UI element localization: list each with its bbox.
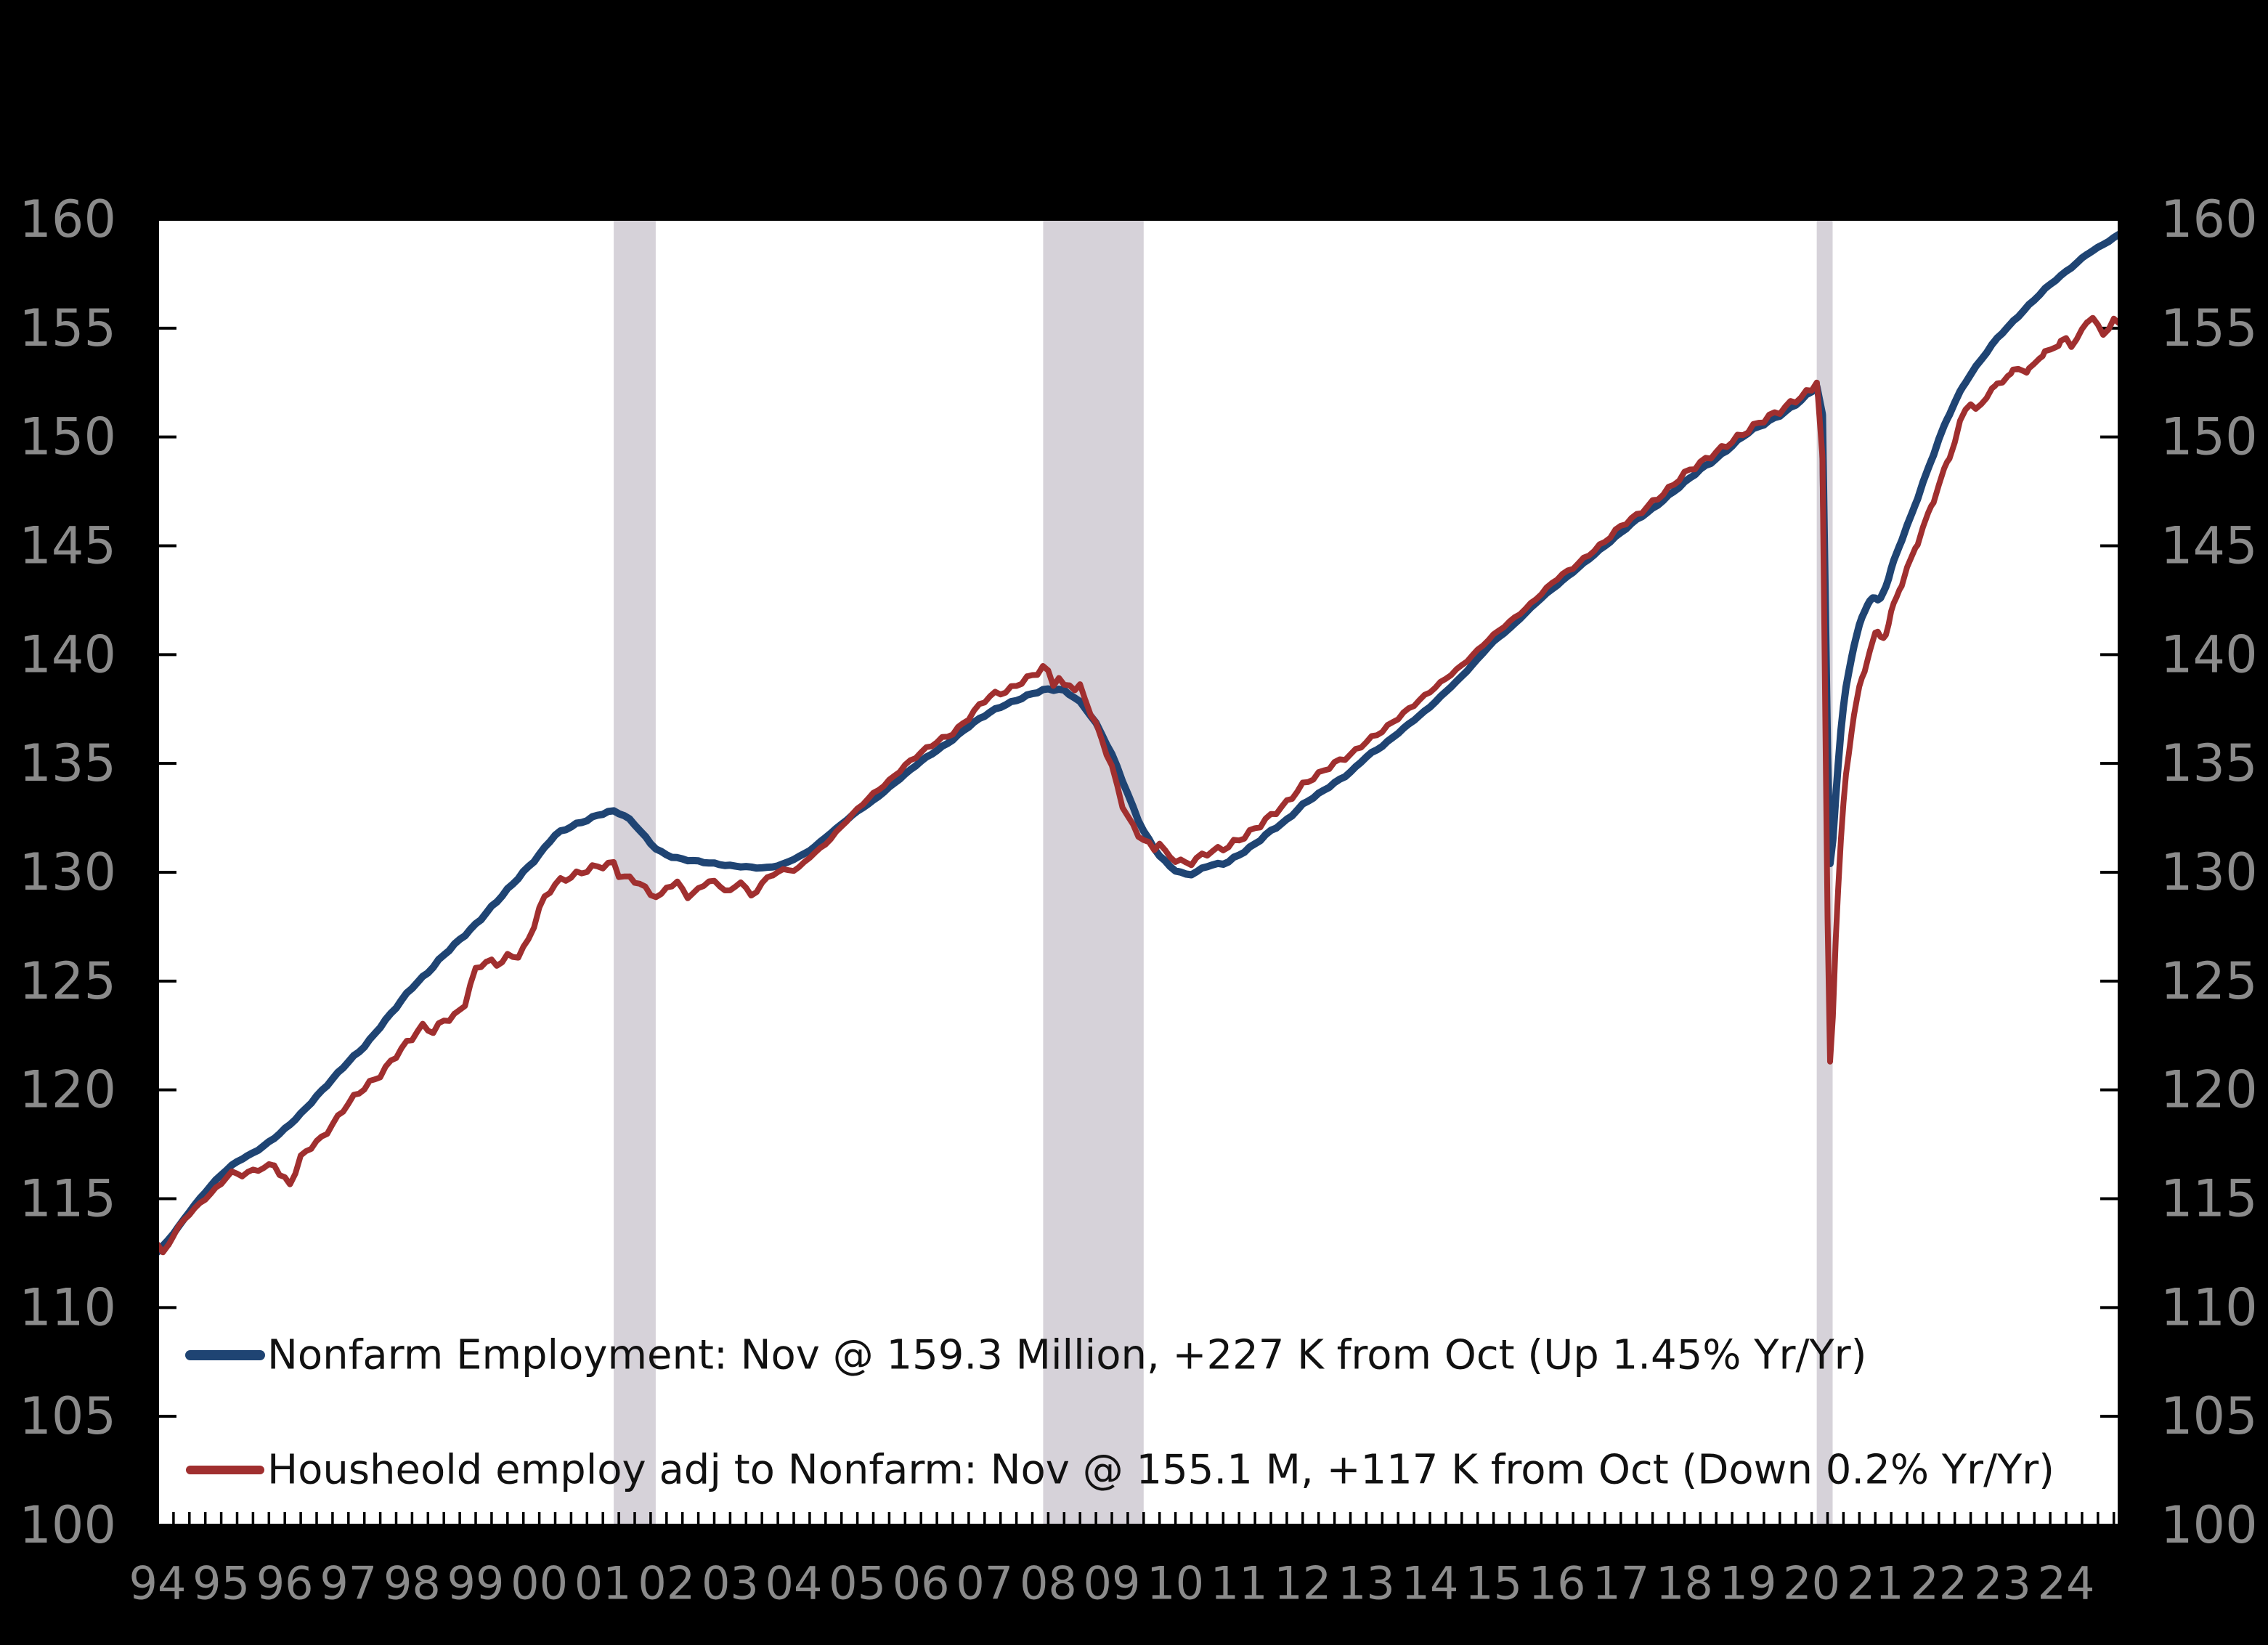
y-axis-label-left: 120 bbox=[19, 1060, 116, 1120]
x-axis-label: 99 bbox=[447, 1557, 505, 1610]
plot-border bbox=[156, 218, 2121, 1527]
x-axis-label: 98 bbox=[383, 1557, 441, 1610]
household-employment-line bbox=[158, 314, 2119, 1256]
y-axis-label-left: 110 bbox=[19, 1278, 116, 1337]
y-axis-label-right: 135 bbox=[2161, 734, 2258, 793]
x-axis-minor-ticks bbox=[172, 1512, 2115, 1525]
y-axis-label-left: 145 bbox=[19, 516, 116, 576]
x-axis-label: 16 bbox=[1529, 1557, 1586, 1610]
x-axis-label: 94 bbox=[129, 1557, 187, 1610]
y-axis-labels-left: 100 105 110 115 120 125 130 135 140 145 150 155 160 bbox=[19, 190, 116, 1555]
x-axis-label: 22 bbox=[1910, 1557, 1967, 1610]
nonfarm-employment-line bbox=[158, 230, 2119, 1256]
x-axis-label: 13 bbox=[1338, 1557, 1395, 1610]
y-axis-label-right: 130 bbox=[2161, 842, 2258, 902]
y-axis-label-left: 155 bbox=[19, 298, 116, 358]
x-axis-label: 03 bbox=[702, 1557, 759, 1610]
y-axis-label-right: 110 bbox=[2161, 1278, 2258, 1337]
y-axis-label-right: 105 bbox=[2161, 1386, 2258, 1446]
y-axis-label-left: 130 bbox=[19, 842, 116, 902]
y-axis-label-right: 120 bbox=[2161, 1060, 2258, 1120]
recession-band bbox=[1043, 219, 1144, 1525]
y-axis-label-right: 155 bbox=[2161, 298, 2258, 358]
x-axis-label: 07 bbox=[956, 1557, 1013, 1610]
y-axis-label-left: 135 bbox=[19, 734, 116, 793]
legend: Nonfarm Employment: Nov @ 159.3 Million,… bbox=[185, 1332, 2054, 1494]
x-axis-label: 01 bbox=[574, 1557, 632, 1610]
x-axis-label: 95 bbox=[192, 1557, 250, 1610]
x-axis-label: 19 bbox=[1720, 1557, 1777, 1610]
x-axis-label: 02 bbox=[638, 1557, 695, 1610]
x-axis-label: 00 bbox=[511, 1557, 568, 1610]
y-axis-label-left: 125 bbox=[19, 951, 116, 1011]
y-axis-label-right: 150 bbox=[2161, 407, 2258, 467]
x-axis-label: 17 bbox=[1592, 1557, 1649, 1610]
y-axis-label-right: 140 bbox=[2161, 625, 2258, 684]
y-axis-label-left: 115 bbox=[19, 1169, 116, 1229]
x-axis-label: 20 bbox=[1783, 1557, 1840, 1610]
household-legend-label: Housheold employ adj to Nonfarm: Nov @ 1… bbox=[267, 1447, 2054, 1494]
x-axis-label: 14 bbox=[1402, 1557, 1459, 1610]
x-axis-label: 12 bbox=[1274, 1557, 1331, 1610]
y-axis-label-right: 100 bbox=[2161, 1495, 2258, 1555]
y-axis-label-left: 105 bbox=[19, 1386, 116, 1446]
x-axis-label: 96 bbox=[256, 1557, 314, 1610]
y-axis-label-left: 100 bbox=[19, 1495, 116, 1555]
x-axis-label: 11 bbox=[1211, 1557, 1268, 1610]
y-axis-label-left: 160 bbox=[19, 190, 116, 249]
x-axis-label: 97 bbox=[320, 1557, 377, 1610]
y-axis-label-right: 145 bbox=[2161, 516, 2258, 576]
nonfarm-legend-label: Nonfarm Employment: Nov @ 159.3 Million,… bbox=[267, 1332, 1866, 1379]
x-axis-labels: 94 95 96 97 98 99 00 01 02 03 04 05 06 07 08 09 10 11 12 13… bbox=[129, 1557, 2095, 1610]
x-axis-label: 15 bbox=[1465, 1557, 1522, 1610]
x-axis-label: 21 bbox=[1847, 1557, 1904, 1610]
x-axis-label: 10 bbox=[1147, 1557, 1204, 1610]
x-axis-label: 05 bbox=[829, 1557, 886, 1610]
y-axis-label-right: 115 bbox=[2161, 1169, 2258, 1229]
x-axis-label: 24 bbox=[2038, 1557, 2095, 1610]
data-series bbox=[158, 230, 2119, 1256]
x-axis-label: 18 bbox=[1656, 1557, 1713, 1610]
y-axis-label-left: 140 bbox=[19, 625, 116, 684]
x-axis-label: 08 bbox=[1020, 1557, 1077, 1610]
x-axis-label: 23 bbox=[1974, 1557, 2031, 1610]
y-axis-label-left: 150 bbox=[19, 407, 116, 467]
x-axis-label: 09 bbox=[1084, 1557, 1141, 1610]
y-axis-labels-right: 100 105 110 115 120 125 130 135 140 145 150 155 160 bbox=[2161, 190, 2258, 1555]
y-axis-label-right: 125 bbox=[2161, 951, 2258, 1011]
y-axis-label-right: 160 bbox=[2161, 190, 2258, 249]
recession-band bbox=[614, 219, 656, 1525]
x-axis-label: 04 bbox=[765, 1557, 823, 1610]
x-axis-label: 06 bbox=[893, 1557, 950, 1610]
